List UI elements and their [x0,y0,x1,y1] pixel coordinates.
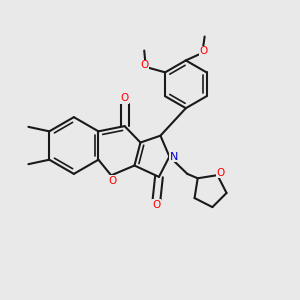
Text: O: O [216,168,225,178]
Text: O: O [152,200,161,210]
Text: O: O [109,176,117,186]
Text: O: O [140,61,149,70]
Text: O: O [200,46,208,56]
Text: O: O [121,93,129,103]
Text: N: N [170,152,178,162]
